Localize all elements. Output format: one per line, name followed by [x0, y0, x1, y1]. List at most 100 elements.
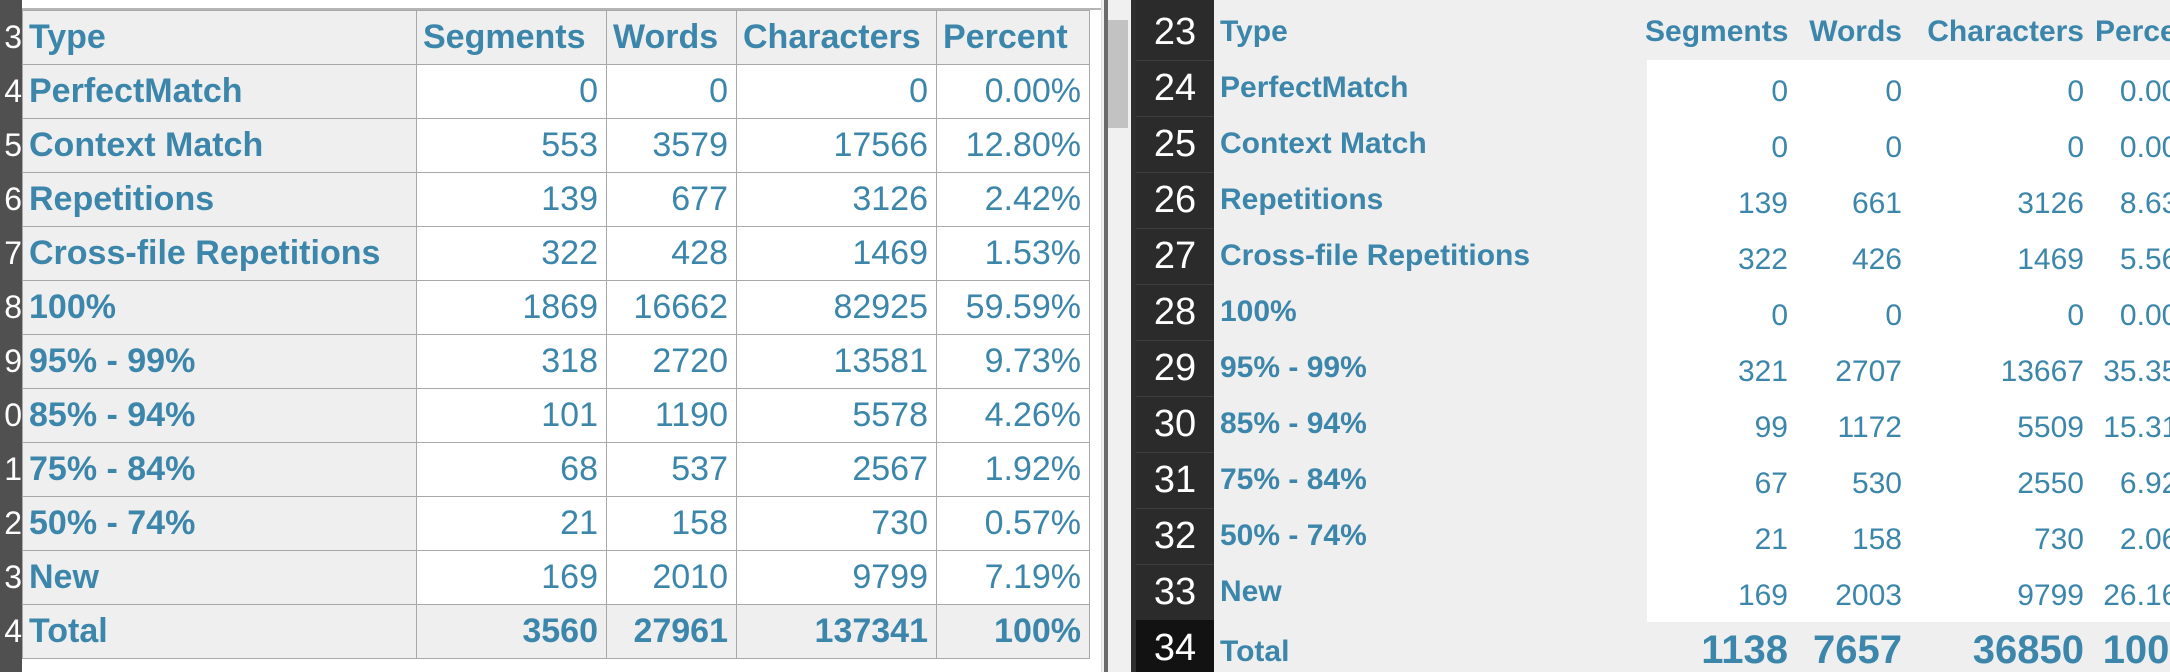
- type-cell[interactable]: 50% - 74%: [22, 496, 417, 551]
- percent-cell[interactable]: 59.59%: [936, 280, 1090, 335]
- characters-cell[interactable]: 82925: [736, 280, 937, 335]
- segments-cell[interactable]: 21: [416, 496, 607, 551]
- segments-cell[interactable]: 322: [1737, 243, 1788, 276]
- words-cell[interactable]: 661: [1851, 187, 1902, 220]
- words-cell[interactable]: 1172: [1837, 411, 1902, 444]
- segments-cell[interactable]: 321: [1737, 355, 1788, 388]
- words-cell[interactable]: 3579: [606, 118, 737, 173]
- header-percent[interactable]: Percent: [2094, 15, 2170, 48]
- segments-cell[interactable]: 0: [416, 64, 607, 119]
- words-cell[interactable]: 0: [1885, 131, 1902, 164]
- words-cell[interactable]: 426: [1851, 243, 1902, 276]
- segments-cell[interactable]: 553: [416, 118, 607, 173]
- row-number[interactable]: 27: [1136, 228, 1214, 285]
- segments-cell[interactable]: 318: [416, 334, 607, 389]
- header-segments[interactable]: Segments: [416, 10, 607, 65]
- characters-cell[interactable]: 730: [2033, 523, 2084, 556]
- characters-cell[interactable]: 0: [736, 64, 937, 119]
- row-number[interactable]: 6: [4, 181, 22, 217]
- segments-cell[interactable]: 169: [416, 550, 607, 605]
- scrollbar-thumb[interactable]: [1108, 20, 1128, 128]
- total-characters-cell[interactable]: 137341: [736, 604, 937, 659]
- vertical-scrollbar[interactable]: [1101, 0, 1132, 672]
- words-cell[interactable]: 677: [606, 172, 737, 227]
- total-label-cell[interactable]: Total: [22, 604, 417, 659]
- percent-cell[interactable]: 0.57%: [936, 496, 1090, 551]
- characters-cell[interactable]: 730: [736, 496, 937, 551]
- row-number[interactable]: 25: [1136, 116, 1214, 173]
- type-cell[interactable]: 85% - 94%: [22, 388, 417, 443]
- total-label-cell[interactable]: Total: [1220, 635, 1290, 668]
- characters-cell[interactable]: 13667: [2000, 355, 2084, 388]
- row-number[interactable]: 28: [1136, 284, 1214, 341]
- percent-cell[interactable]: 2.42%: [936, 172, 1090, 227]
- row-number[interactable]: 23: [1136, 4, 1214, 61]
- percent-cell[interactable]: 5.56%: [2119, 243, 2170, 276]
- type-cell[interactable]: Cross-file Repetitions: [22, 226, 417, 281]
- percent-cell[interactable]: 12.80%: [936, 118, 1090, 173]
- segments-cell[interactable]: 68: [416, 442, 607, 497]
- percent-cell[interactable]: 0.00%: [2119, 75, 2170, 108]
- segments-cell[interactable]: 322: [416, 226, 607, 281]
- row-number[interactable]: 3: [4, 559, 22, 595]
- row-number[interactable]: 24: [1136, 60, 1214, 117]
- words-cell[interactable]: 2707: [1835, 355, 1902, 388]
- percent-cell[interactable]: 6.92%: [2119, 467, 2170, 500]
- characters-cell[interactable]: 2567: [736, 442, 937, 497]
- row-number[interactable]: 30: [1136, 396, 1214, 453]
- type-cell[interactable]: New: [22, 550, 417, 605]
- type-cell[interactable]: 100%: [1220, 295, 1297, 328]
- words-cell[interactable]: 2010: [606, 550, 737, 605]
- percent-cell[interactable]: 26.16%: [2103, 579, 2170, 612]
- words-cell[interactable]: 2003: [1835, 579, 1902, 612]
- characters-cell[interactable]: 2550: [2017, 467, 2084, 500]
- percent-cell[interactable]: 4.26%: [936, 388, 1090, 443]
- percent-cell[interactable]: 0.00%: [2119, 299, 2170, 332]
- total-percent-cell[interactable]: 100%: [936, 604, 1090, 659]
- words-cell[interactable]: 158: [606, 496, 737, 551]
- segments-cell[interactable]: 1869: [416, 280, 607, 335]
- row-number[interactable]: 5: [4, 127, 22, 163]
- total-words-cell[interactable]: 27961: [606, 604, 737, 659]
- row-number[interactable]: 0: [4, 397, 22, 433]
- percent-cell[interactable]: 1.92%: [936, 442, 1090, 497]
- type-cell[interactable]: New: [1220, 575, 1282, 608]
- percent-cell[interactable]: 0.00%: [936, 64, 1090, 119]
- words-cell[interactable]: 428: [606, 226, 737, 281]
- words-cell[interactable]: 0: [606, 64, 737, 119]
- row-number[interactable]: 4: [4, 613, 22, 649]
- type-cell[interactable]: Context Match: [22, 118, 417, 173]
- type-cell[interactable]: Repetitions: [1220, 183, 1384, 216]
- row-number[interactable]: 7: [4, 235, 22, 271]
- segments-cell[interactable]: 139: [1737, 187, 1788, 220]
- header-segments[interactable]: Segments: [1645, 15, 1788, 48]
- total-percent-cell[interactable]: 100%: [2102, 628, 2170, 672]
- segments-cell[interactable]: 0: [1771, 75, 1788, 108]
- total-segments-cell[interactable]: 3560: [416, 604, 607, 659]
- percent-cell[interactable]: 7.19%: [936, 550, 1090, 605]
- characters-cell[interactable]: 3126: [2017, 187, 2084, 220]
- words-cell[interactable]: 0: [1885, 299, 1902, 332]
- row-number[interactable]: 2: [4, 505, 22, 541]
- header-type[interactable]: Type: [1220, 15, 1288, 48]
- characters-cell[interactable]: 0: [2067, 75, 2084, 108]
- row-number[interactable]: 3: [4, 19, 22, 55]
- characters-cell[interactable]: 5578: [736, 388, 937, 443]
- type-cell[interactable]: PerfectMatch: [22, 64, 417, 119]
- segments-cell[interactable]: 99: [1754, 411, 1788, 444]
- words-cell[interactable]: 2720: [606, 334, 737, 389]
- row-number[interactable]: 4: [4, 73, 22, 109]
- type-cell[interactable]: PerfectMatch: [1220, 71, 1409, 104]
- row-number[interactable]: 29: [1136, 340, 1214, 397]
- segments-cell[interactable]: 67: [1754, 467, 1788, 500]
- row-number[interactable]: 8: [4, 289, 22, 325]
- row-number[interactable]: 31: [1136, 452, 1214, 509]
- total-segments-cell[interactable]: 1138: [1701, 628, 1788, 672]
- row-number[interactable]: 33: [1136, 564, 1214, 621]
- row-number[interactable]: 32: [1136, 508, 1214, 565]
- header-characters[interactable]: Characters: [736, 10, 937, 65]
- row-number-active[interactable]: 34: [1136, 620, 1214, 672]
- characters-cell[interactable]: 1469: [736, 226, 937, 281]
- characters-cell[interactable]: 9799: [2017, 579, 2084, 612]
- characters-cell[interactable]: 13581: [736, 334, 937, 389]
